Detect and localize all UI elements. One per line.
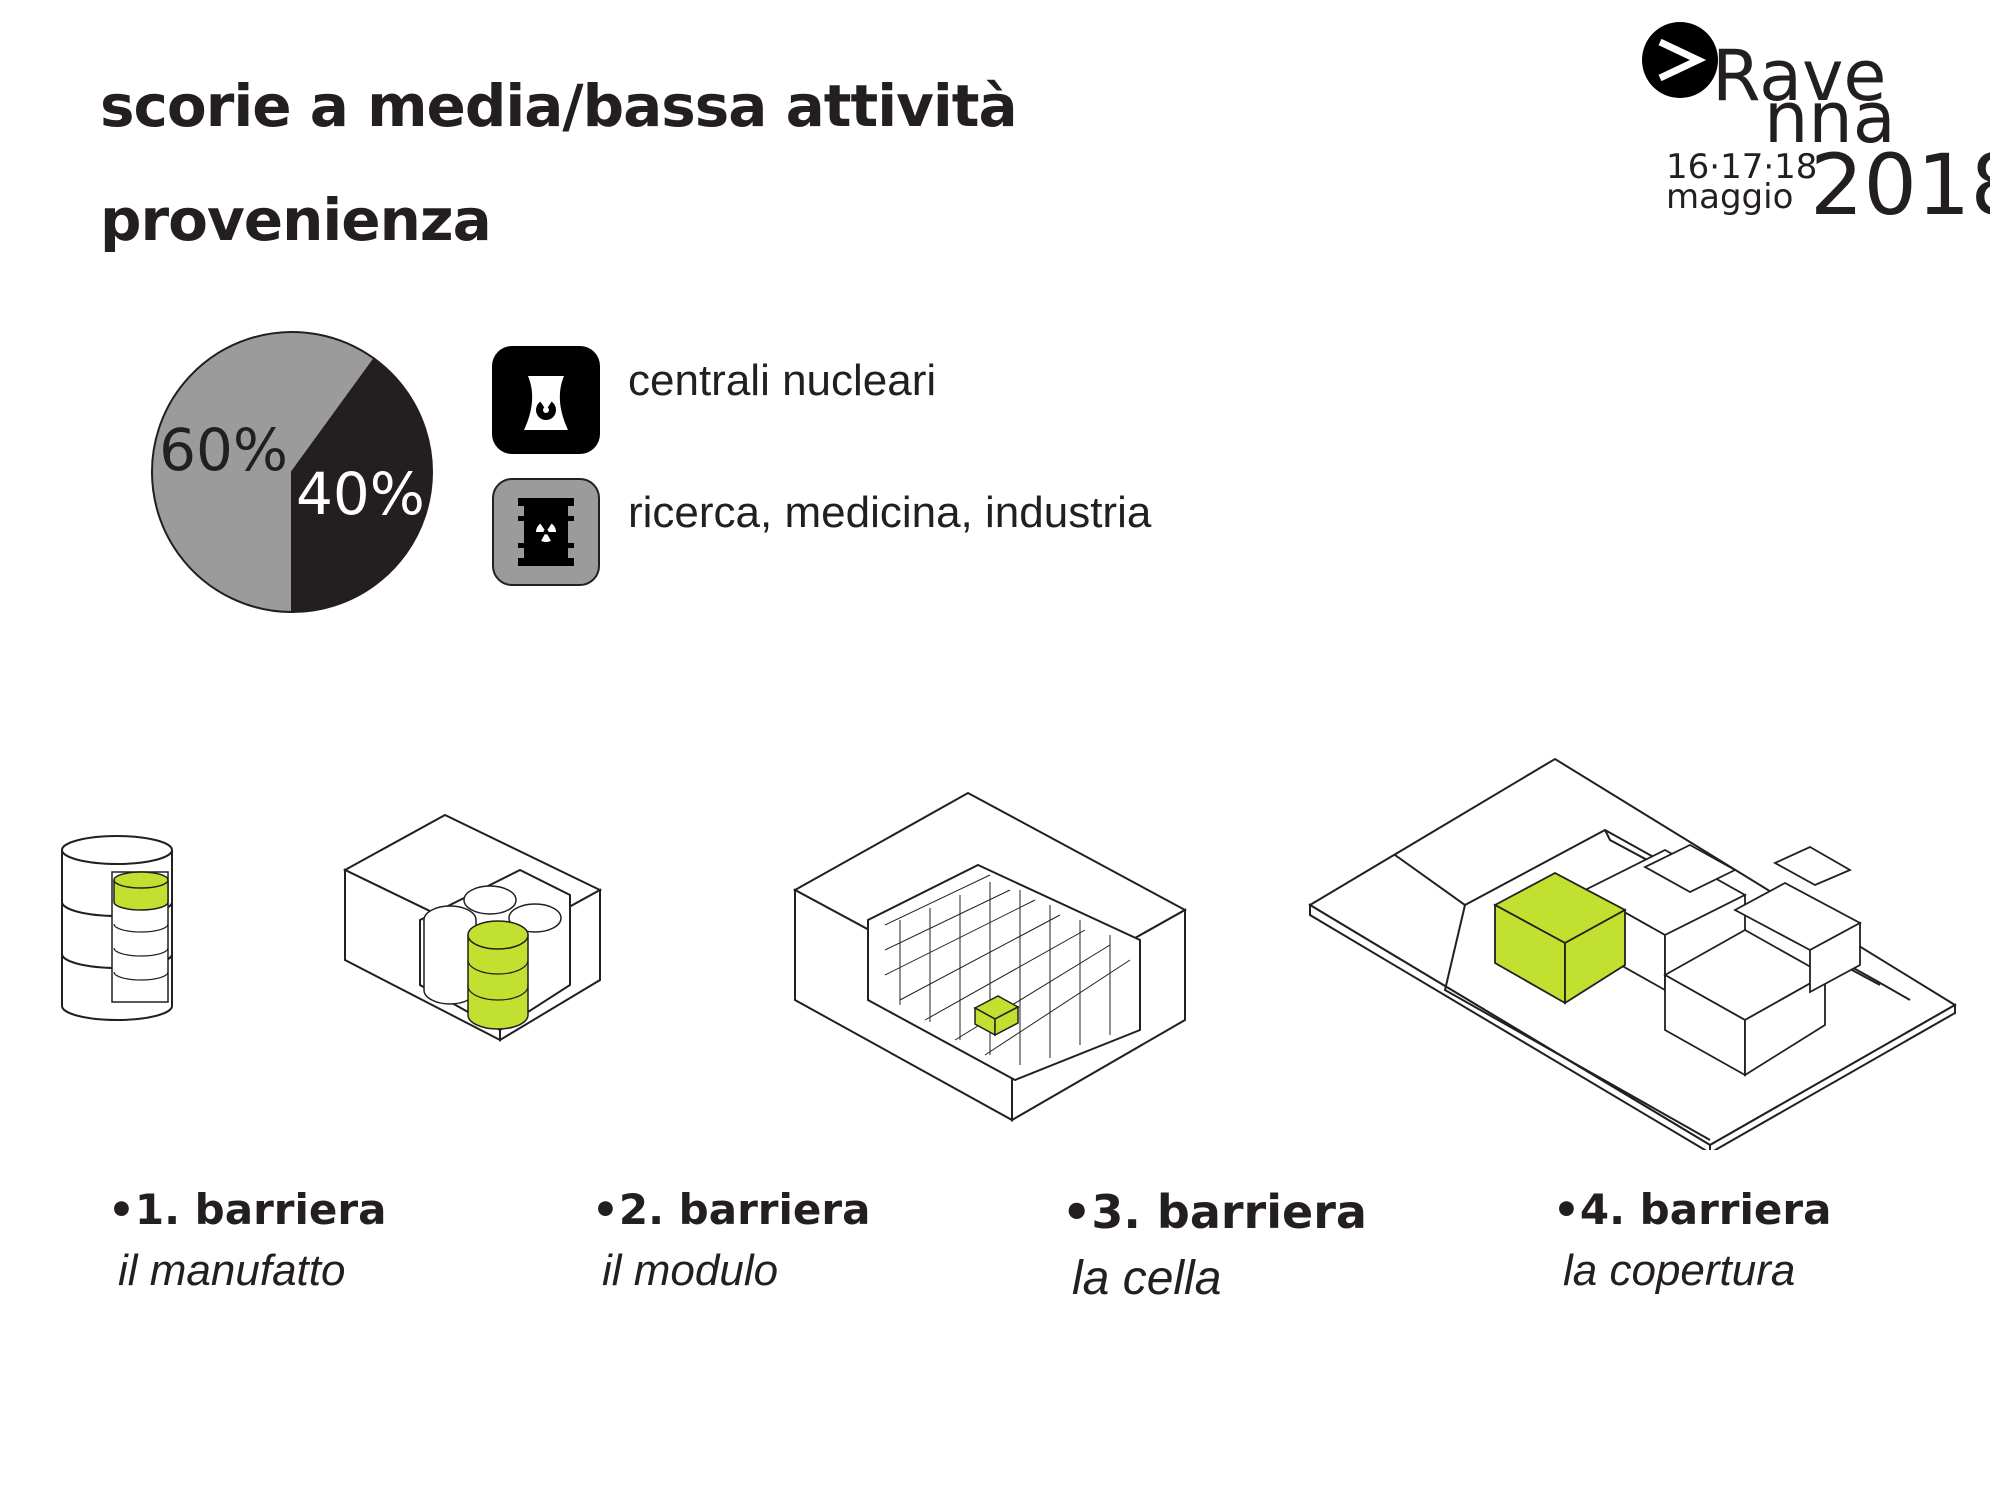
logo-line1: Rave (1712, 35, 1887, 117)
barrier-2-label: •2. barriera il modulo (592, 1185, 870, 1296)
logo-year: 2018 (1810, 136, 1990, 228)
barrier-4-cover-illustration (1308, 757, 1957, 1150)
pie-label-40: 40% (296, 460, 425, 528)
barrier-2-subtitle: il modulo (602, 1246, 779, 1295)
barrier-1-drum-illustration (61, 835, 173, 1021)
barrier-3-title: •3. barriera (1062, 1185, 1367, 1239)
legend-label-nuclear-plants: centrali nucleari (628, 356, 937, 405)
section-subtitle: provenienza (100, 186, 492, 254)
barrier-4-label: •4. barriera la copertura (1553, 1185, 1831, 1296)
legend-icon-nuclear-plant (492, 346, 600, 454)
legend-icon-radioactive-drum (492, 478, 600, 586)
barrier-1-subtitle: il manufatto (118, 1246, 346, 1295)
barrier-2-module-illustration (342, 813, 603, 1042)
barrier-1-title: •1. barriera (108, 1185, 387, 1234)
barrier-3-cell-illustration (792, 791, 1188, 1122)
logo-dates: 16·17·18 (1666, 147, 1817, 187)
legend-label-research-medicine-industry: ricerca, medicina, industria (628, 488, 1152, 537)
barrier-1-label: •1. barriera il manufatto (108, 1185, 386, 1296)
barrier-4-subtitle: la copertura (1563, 1246, 1796, 1295)
ravenna-2018-logo: Rave nna 16·17·18 maggio 2018 (1642, 22, 1990, 228)
nuclear-plant-icon (524, 376, 568, 430)
pie-slice-60 (151, 331, 376, 614)
barrier-3-label: •3. barriera la cella (1062, 1185, 1367, 1306)
logo-month: maggio (1666, 177, 1793, 217)
logo-line2: nna (1764, 77, 1896, 159)
barrier-3-subtitle: la cella (1072, 1252, 1222, 1305)
barrier-4-title: •4. barriera (1553, 1185, 1832, 1234)
page-title: scorie a media/bassa attività (100, 72, 1018, 140)
pie-slice-40 (291, 357, 433, 614)
pie-label-60: 60% (159, 416, 288, 484)
provenance-pie-chart: 60%40% (151, 331, 433, 614)
radioactive-drum-icon (518, 498, 574, 566)
barrier-2-title: •2. barriera (592, 1185, 871, 1234)
logo-circle (1642, 22, 1718, 98)
chevron-right-icon (1658, 38, 1707, 82)
